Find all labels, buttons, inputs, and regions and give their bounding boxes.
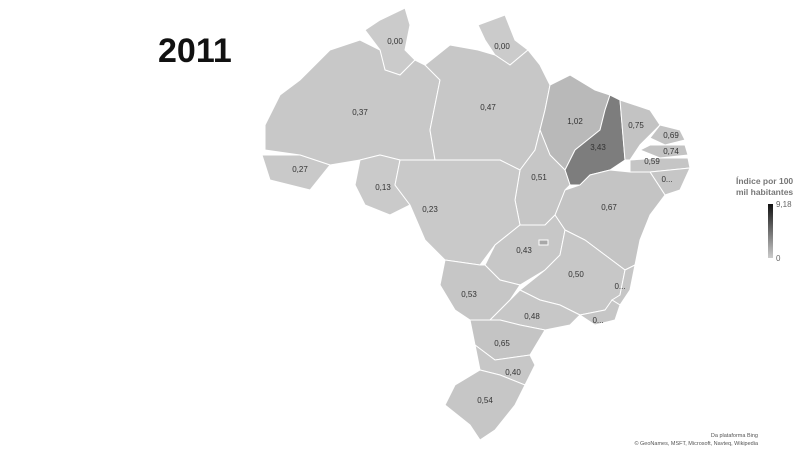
state-label-go: 0,43 bbox=[516, 246, 532, 255]
state-label-pa: 0,47 bbox=[480, 103, 496, 112]
legend-title-line1: Índice por 100 bbox=[736, 176, 794, 186]
state-label-am: 0,37 bbox=[352, 108, 368, 117]
legend-max-label: 9,18 bbox=[776, 200, 792, 209]
state-label-ms: 0,53 bbox=[461, 290, 477, 299]
state-label-pb: 0,74 bbox=[663, 147, 679, 156]
state-label-rs: 0,54 bbox=[477, 396, 493, 405]
map-credits: Da plataforma Bing © GeoNames, MSFT, Mic… bbox=[634, 432, 758, 448]
legend-title-line2: mil habitantes bbox=[736, 187, 794, 197]
state-label-rj: 0... bbox=[592, 316, 603, 325]
state-df[interactable] bbox=[538, 239, 549, 246]
state-label-ap: 0,00 bbox=[494, 42, 510, 51]
legend-gradient-bar bbox=[768, 204, 773, 258]
state-label-ac: 0,27 bbox=[292, 165, 308, 174]
state-label-rn: 0,69 bbox=[663, 131, 679, 140]
state-label-al: 0... bbox=[661, 175, 672, 184]
state-rn[interactable] bbox=[649, 124, 686, 146]
state-label-es: 0... bbox=[614, 282, 625, 291]
state-pb[interactable] bbox=[638, 144, 689, 159]
state-rj[interactable] bbox=[578, 299, 621, 326]
map-title: 2011 bbox=[158, 32, 232, 70]
state-ac[interactable] bbox=[261, 154, 331, 191]
legend-title: Índice por 100 mil habitantes bbox=[736, 176, 798, 198]
state-label-mt: 0,23 bbox=[422, 205, 438, 214]
state-label-to: 0,51 bbox=[531, 173, 547, 182]
state-label-pi: 3,43 bbox=[590, 143, 606, 152]
state-ce[interactable] bbox=[619, 99, 661, 161]
state-label-ma: 1,02 bbox=[567, 117, 583, 126]
state-label-mg: 0,50 bbox=[568, 270, 584, 279]
legend-min-label: 0 bbox=[776, 254, 781, 263]
state-rs[interactable] bbox=[444, 369, 526, 441]
state-label-pr: 0,65 bbox=[494, 339, 510, 348]
legend: Índice por 100 mil habitantes 9,18 0 bbox=[736, 176, 798, 263]
state-label-ce: 0,75 bbox=[628, 121, 644, 130]
state-label-sc: 0,40 bbox=[505, 368, 521, 377]
credits-source: Da plataforma Bing bbox=[710, 433, 758, 439]
state-label-ro: 0,13 bbox=[375, 183, 391, 192]
state-label-sp: 0,48 bbox=[524, 312, 540, 321]
credits-attribution: © GeoNames, MSFT, Microsoft, Navteq, Wik… bbox=[634, 441, 758, 447]
state-label-rr: 0,00 bbox=[387, 37, 403, 46]
state-label-ba: 0,67 bbox=[601, 203, 617, 212]
state-label-pe: 0,59 bbox=[644, 157, 660, 166]
